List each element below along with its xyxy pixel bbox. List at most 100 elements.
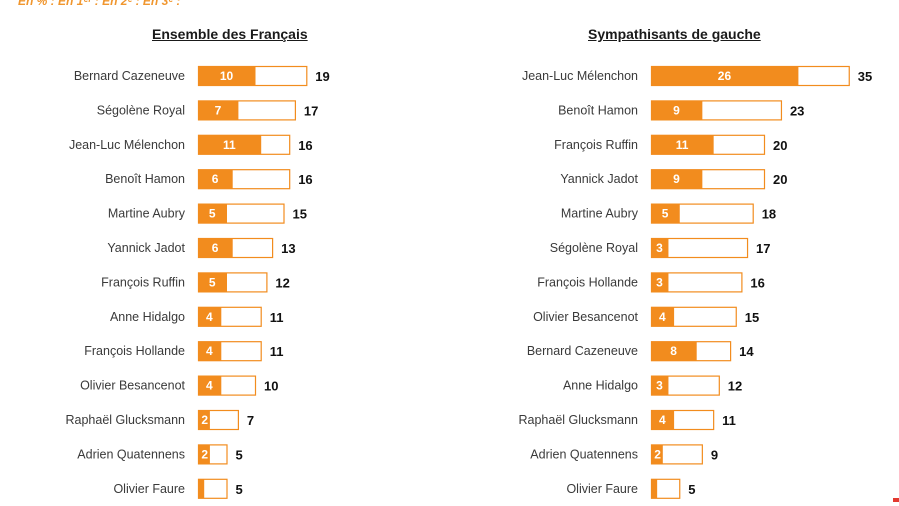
right-first-choice-value: 9	[673, 103, 680, 117]
left-bar-first-choice	[198, 135, 262, 155]
left-total-value: 15	[293, 207, 307, 222]
left-category-label: Jean-Luc Mélenchon	[69, 138, 185, 152]
right-total-value: 12	[728, 379, 742, 394]
right-category-label: Benoît Hamon	[558, 103, 638, 117]
left-total-value: 10	[264, 379, 278, 394]
right-total-value: 18	[762, 207, 776, 222]
left-category-label: Ségolène Royal	[97, 103, 185, 117]
left-category-label: Olivier Besancenot	[80, 379, 185, 393]
right-bar-first-choice	[651, 204, 680, 224]
left-category-label: Adrien Quatennens	[77, 447, 185, 461]
left-bar-first-choice	[198, 307, 222, 327]
left-category-label: Olivier Faure	[113, 482, 185, 496]
right-first-choice-value: 2	[654, 447, 661, 461]
left-total-value: 5	[236, 447, 243, 462]
left-category-label: Bernard Cazeneuve	[74, 69, 185, 83]
right-bar-first-choice	[651, 479, 658, 499]
left-category-label: François Hollande	[84, 344, 185, 358]
left-bar-first-choice	[198, 66, 256, 86]
left-first-choice-value: 5	[209, 207, 216, 221]
right-bar-first-choice	[651, 100, 703, 120]
right-bar-first-choice	[651, 135, 714, 155]
right-total-value: 20	[773, 138, 787, 153]
right-total-value: 9	[711, 447, 718, 462]
left-first-choice-value: 10	[220, 69, 234, 83]
right-first-choice-value: 4	[659, 413, 666, 427]
left-first-choice-value: 5	[209, 275, 216, 289]
left-bar-first-choice	[198, 479, 205, 499]
right-category-label: Ségolène Royal	[550, 241, 638, 255]
legend-header: En % : En 1ᵉʳ : En 2ᵉ : En 3ᵉ :	[18, 0, 181, 8]
left-total-value: 19	[315, 69, 329, 84]
right-bar-first-choice	[651, 238, 669, 258]
left-bar-first-choice	[198, 238, 233, 258]
right-category-label: Anne Hidalgo	[563, 379, 638, 393]
right-category-label: Olivier Faure	[566, 482, 638, 496]
right-total-value: 16	[750, 275, 764, 290]
left-total-value: 11	[270, 310, 284, 325]
right-first-choice-value: 5	[662, 207, 669, 221]
right-bar-first-choice	[651, 272, 669, 292]
right-category-label: Olivier Besancenot	[533, 310, 638, 324]
left-bar-first-choice	[198, 444, 210, 464]
right-bar-first-choice	[651, 376, 669, 396]
right-bar-first-choice	[651, 341, 697, 361]
left-first-choice-value: 2	[201, 413, 208, 427]
right-first-choice-value: 3	[656, 241, 663, 255]
left-bar-first-choice	[198, 341, 222, 361]
right-category-label: François Ruffin	[554, 138, 638, 152]
right-category-label: Yannick Jadot	[560, 172, 638, 186]
right-bar-first-choice	[651, 66, 799, 86]
left-bar-first-choice	[198, 410, 210, 430]
panel-title-left: Ensemble des Français	[152, 26, 308, 42]
left-first-choice-value: 1	[212, 482, 219, 496]
right-total-value: 5	[688, 482, 695, 497]
left-total-value: 7	[247, 413, 254, 428]
left-total-value: 12	[275, 275, 289, 290]
left-first-choice-value: 4	[206, 379, 213, 393]
left-first-choice-value: 11	[223, 138, 236, 152]
right-category-label: Bernard Cazeneuve	[527, 344, 638, 358]
right-total-value: 14	[739, 344, 754, 359]
left-category-label: Yannick Jadot	[107, 241, 185, 255]
right-bar-first-choice	[651, 307, 675, 327]
left-total-value: 17	[304, 103, 318, 118]
right-bar-first-choice	[651, 444, 663, 464]
right-category-label: François Hollande	[537, 275, 638, 289]
right-bar-first-choice	[651, 410, 675, 430]
left-bar-first-choice	[198, 100, 239, 120]
right-first-choice-value: 1	[665, 482, 672, 496]
right-first-choice-value: 11	[676, 138, 689, 152]
left-category-label: Martine Aubry	[108, 207, 186, 221]
right-bar-first-choice	[651, 169, 703, 189]
right-total-value: 20	[773, 172, 787, 187]
right-first-choice-value: 3	[656, 379, 663, 393]
left-first-choice-value: 7	[215, 103, 222, 117]
left-first-choice-value: 4	[206, 310, 213, 324]
left-total-value: 16	[298, 138, 312, 153]
left-category-label: Benoît Hamon	[105, 172, 185, 186]
left-bar-first-choice	[198, 169, 233, 189]
right-first-choice-value: 8	[670, 344, 677, 358]
corner-mark	[893, 498, 899, 502]
right-first-choice-value: 26	[718, 69, 732, 83]
right-category-label: Martine Aubry	[561, 207, 639, 221]
right-category-label: Adrien Quatennens	[530, 447, 638, 461]
left-first-choice-value: 6	[212, 172, 219, 186]
left-total-value: 13	[281, 241, 295, 256]
left-category-label: François Ruffin	[101, 275, 185, 289]
left-total-value: 11	[270, 344, 284, 359]
panel-title-right: Sympathisants de gauche	[588, 26, 761, 42]
right-category-label: Jean-Luc Mélenchon	[522, 69, 638, 83]
right-category-label: Raphaël Glucksmann	[518, 413, 638, 427]
right-total-value: 17	[756, 241, 770, 256]
left-category-label: Raphaël Glucksmann	[65, 413, 185, 427]
left-first-choice-value: 4	[206, 344, 213, 358]
left-total-value: 5	[236, 482, 243, 497]
right-first-choice-value: 9	[673, 172, 680, 186]
left-first-choice-value: 2	[201, 447, 208, 461]
left-bar-first-choice	[198, 204, 227, 224]
left-total-value: 16	[298, 172, 312, 187]
right-first-choice-value: 4	[659, 310, 666, 324]
